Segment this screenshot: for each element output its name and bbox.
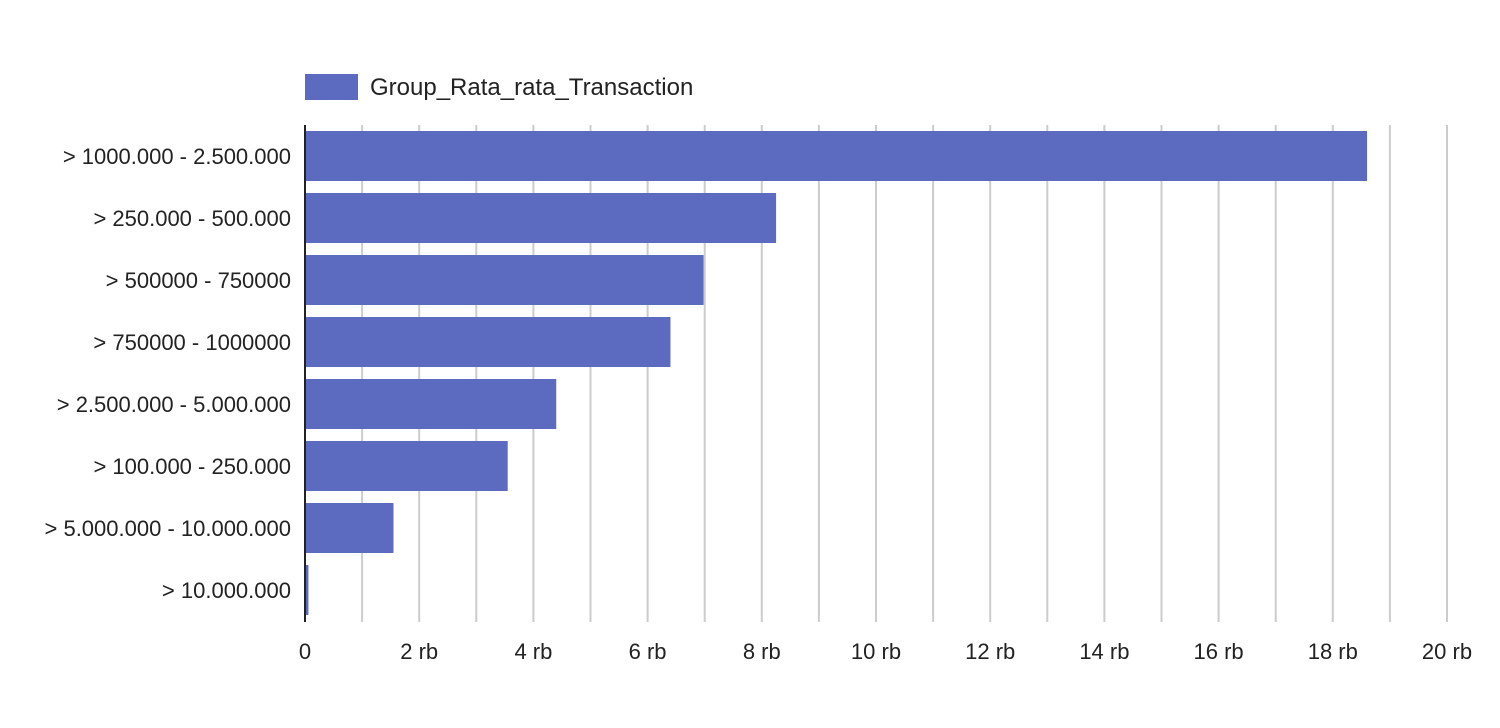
bar xyxy=(305,255,704,305)
category-labels: > 1000.000 - 2.500.000 > 250.000 - 500.00… xyxy=(45,144,292,603)
category-label: > 100.000 - 250.000 xyxy=(93,454,291,479)
legend-label: Group_Rata_rata_Transaction xyxy=(370,74,693,101)
x-tick-label: 20 rb xyxy=(1422,639,1472,664)
x-tick-label: 16 rb xyxy=(1194,639,1244,664)
bar xyxy=(305,131,1368,181)
x-tick-labels: 0 2 rb 4 rb 6 rb 8 rb 10 rb 12 rb 14 rb 16 rb 18 … xyxy=(299,639,1472,664)
x-tick-label: 12 rb xyxy=(965,639,1015,664)
category-label: > 750000 - 1000000 xyxy=(93,330,291,355)
bar xyxy=(305,565,309,615)
category-label: > 10.000.000 xyxy=(162,578,291,603)
bar xyxy=(305,317,671,367)
bar xyxy=(305,441,508,491)
x-tick-label: 6 rb xyxy=(629,639,667,664)
legend: Group_Rata_rata_Transaction xyxy=(305,74,693,101)
bar xyxy=(305,379,557,429)
x-tick-label: 14 rb xyxy=(1079,639,1129,664)
category-label: > 2.500.000 - 5.000.000 xyxy=(57,392,291,417)
category-label: > 500000 - 750000 xyxy=(106,268,291,293)
legend-swatch xyxy=(305,74,358,100)
category-label: > 250.000 - 500.000 xyxy=(93,206,291,231)
x-tick-label: 10 rb xyxy=(851,639,901,664)
bars xyxy=(305,131,1368,615)
bar xyxy=(305,503,394,553)
x-tick-label: 18 rb xyxy=(1308,639,1358,664)
category-label: > 1000.000 - 2.500.000 xyxy=(63,144,291,169)
x-tick-label: 0 xyxy=(299,639,311,664)
x-tick-label: 2 rb xyxy=(400,639,438,664)
bar xyxy=(305,193,777,243)
category-label: > 5.000.000 - 10.000.000 xyxy=(45,516,292,541)
x-tick-label: 8 rb xyxy=(743,639,781,664)
x-tick-label: 4 rb xyxy=(514,639,552,664)
